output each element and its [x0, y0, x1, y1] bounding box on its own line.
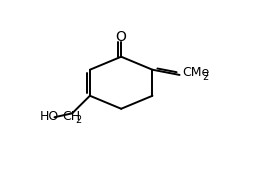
Text: CMe: CMe: [183, 66, 210, 79]
Text: O: O: [116, 30, 127, 44]
Text: HO: HO: [40, 110, 59, 123]
Text: CH: CH: [62, 110, 80, 123]
Text: 2: 2: [203, 72, 209, 82]
Text: 2: 2: [75, 115, 82, 125]
